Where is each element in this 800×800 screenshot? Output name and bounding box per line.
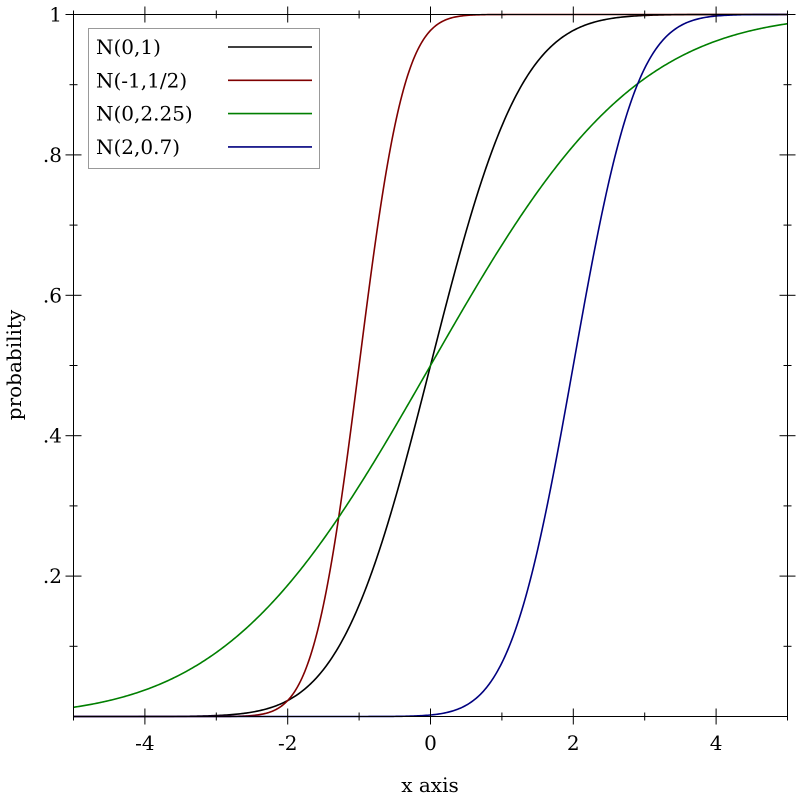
y-tick-label: .6 bbox=[43, 283, 62, 307]
legend-label: N(0,1) bbox=[96, 35, 161, 59]
y-tick-label: .8 bbox=[43, 143, 62, 167]
y-tick-labels: .2 .4 .6 .8 1 bbox=[43, 3, 62, 589]
y-tick-label: .2 bbox=[43, 564, 62, 588]
legend-label: N(0,2.25) bbox=[96, 102, 193, 126]
legend-label: N(2,0.7) bbox=[96, 135, 180, 159]
y-tick-label: 1 bbox=[49, 3, 62, 27]
x-tick-label: 2 bbox=[567, 731, 580, 755]
x-tick-label: 0 bbox=[424, 731, 437, 755]
x-tick-label: -2 bbox=[278, 731, 297, 755]
x-tick-label: 4 bbox=[710, 731, 723, 755]
legend-box bbox=[88, 28, 320, 169]
legend: N(0,1) N(-1,1/2) N(0,2.25) N(2,0.7) bbox=[88, 28, 320, 169]
axis-ticks bbox=[65, 6, 796, 725]
x-tick-labels: -4 -2 0 2 4 bbox=[135, 731, 722, 755]
y-axis-title: probability bbox=[2, 309, 26, 420]
x-axis-title: x axis bbox=[401, 773, 459, 797]
x-tick-label: -4 bbox=[135, 731, 154, 755]
legend-label: N(-1,1/2) bbox=[96, 68, 187, 92]
y-tick-label: .4 bbox=[43, 424, 62, 448]
series-line-2 bbox=[73, 22, 788, 709]
